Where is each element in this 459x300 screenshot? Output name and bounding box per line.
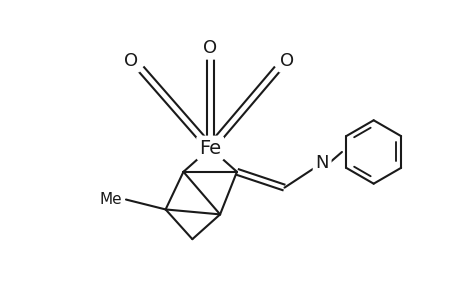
Text: Me: Me [100, 192, 122, 207]
Text: O: O [280, 52, 294, 70]
Text: O: O [203, 39, 217, 57]
Text: N: N [315, 154, 328, 172]
Text: Fe: Fe [199, 139, 221, 158]
Text: O: O [123, 52, 138, 70]
